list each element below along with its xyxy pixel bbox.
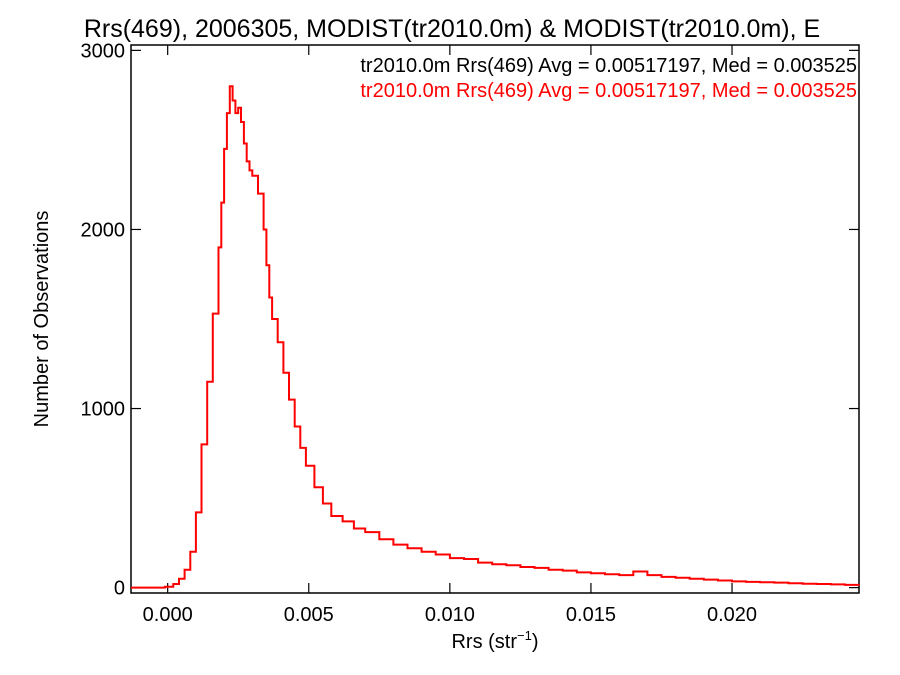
y-tick-label-1: 1000	[81, 399, 126, 421]
x-axis-label-superscript: −1	[517, 628, 532, 643]
chart-title: Rrs(469), 2006305, MODIST(tr2010.0m) & M…	[84, 15, 820, 43]
y-axis: 0 1000 2000 3000	[81, 40, 859, 600]
x-axis: 0.000 0.005 0.010 0.015 0.020	[143, 45, 757, 626]
x-axis-label-main: Rrs (str	[451, 631, 517, 653]
y-axis-label: Number of Observations	[31, 211, 53, 428]
legend-entry-1: tr2010.0m Rrs(469) Avg = 0.00517197, Med…	[360, 80, 857, 102]
x-tick-label-0: 0.000	[143, 604, 193, 626]
series-line	[131, 85, 860, 589]
x-tick-label-2: 0.010	[425, 604, 475, 626]
y-tick-label-3: 3000	[81, 40, 126, 62]
x-axis-label-end: )	[532, 631, 539, 653]
x-tick-label-3: 0.015	[566, 604, 616, 626]
x-tick-label-4: 0.020	[707, 604, 757, 626]
legend-entry-0: tr2010.0m Rrs(469) Avg = 0.00517197, Med…	[360, 55, 857, 77]
x-axis-label: Rrs (str−1)	[451, 628, 538, 653]
y-tick-label-2: 2000	[81, 219, 126, 241]
y-tick-label-0: 0	[114, 578, 125, 600]
x-tick-label-1: 0.005	[284, 604, 334, 626]
plot-frame	[130, 44, 860, 594]
